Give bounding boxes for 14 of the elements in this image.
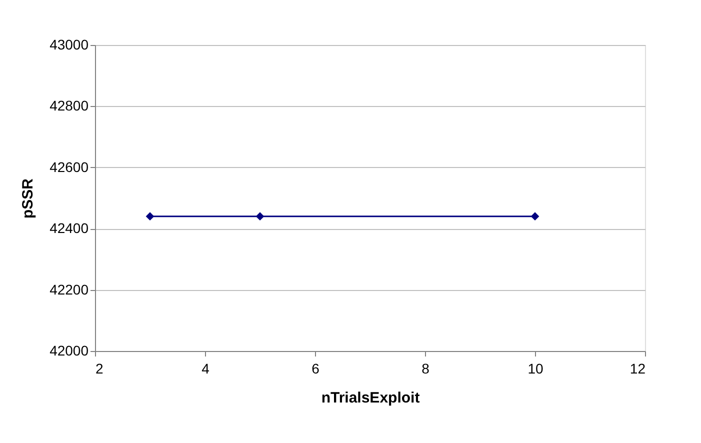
x-tick-label: 6	[312, 360, 320, 376]
x-tick-label: 12	[630, 360, 646, 376]
y-tick-label: 42000	[50, 342, 89, 358]
y-tick-label: 42800	[50, 98, 89, 114]
x-tick-label: 2	[96, 360, 104, 376]
y-tick-label: 43000	[50, 36, 89, 52]
x-tick-label: 10	[528, 360, 544, 376]
x-tick-label: 8	[422, 360, 430, 376]
x-axis-title: nTrialsExploit	[321, 390, 420, 406]
y-tick-label: 42600	[50, 158, 89, 175]
y-tick-label: 42400	[50, 220, 89, 236]
y-axis-title: pSSR	[20, 178, 37, 219]
y-tick-label: 42200	[50, 281, 89, 298]
x-tick-label: 4	[202, 360, 210, 376]
